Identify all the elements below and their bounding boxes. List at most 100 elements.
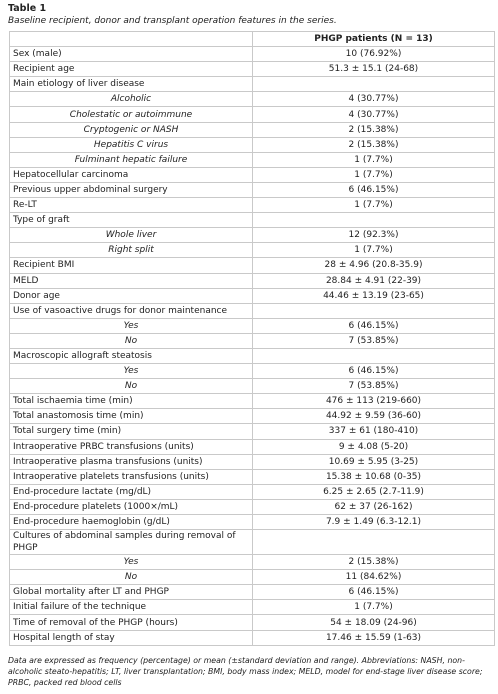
row: Main etiology of liver disease xyxy=(9,76,495,93)
empty-cell xyxy=(252,212,495,229)
row-label: Use of vasoactive drugs for donor mainte… xyxy=(9,302,253,319)
row-value: 6 (46.15%) xyxy=(252,181,495,199)
row-value: 54 ± 18.09 (24-96) xyxy=(252,614,495,631)
row-label: Yes xyxy=(9,317,253,334)
row-value: 1 (7.7%) xyxy=(252,242,495,259)
row-label: Main etiology of liver disease xyxy=(9,76,253,93)
table: PHGP patients (N = 13) Sex (male) 10 (76.… xyxy=(9,30,495,646)
empty-cell xyxy=(252,302,495,319)
sub-row: Alcoholic 4 (30.77%) xyxy=(9,91,495,108)
row: MELD 28.84 ± 4.91 (22-39) xyxy=(9,272,495,289)
sub-row: Right split 1 (7.7%) xyxy=(9,242,495,259)
row-value: 9 ± 4.08 (5-20) xyxy=(252,438,495,455)
row: Use of vasoactive drugs for donor mainte… xyxy=(9,302,495,319)
row-value: 1 (7.7%) xyxy=(252,166,495,183)
sub-row: Whole liver 12 (92.3%) xyxy=(9,227,495,244)
row-value: 44.46 ± 13.19 (23-65) xyxy=(252,287,495,304)
row: End-procedure haemoglobin (g/dL) 7.9 ± 1.… xyxy=(9,513,495,531)
row-label: Global mortality after LT and PHGP xyxy=(9,584,253,601)
row-value: 15.38 ± 10.68 (0-35) xyxy=(252,468,495,485)
row: Donor age 44.46 ± 13.19 (23-65) xyxy=(9,287,495,304)
row-label: MELD xyxy=(9,272,253,289)
empty-cell xyxy=(252,347,495,365)
row-value: 1 (7.7%) xyxy=(252,197,495,214)
row: Intraoperative plasma transfusions (unit… xyxy=(9,453,495,470)
sub-row: Yes 6 (46.15%) xyxy=(9,363,495,380)
row-value: 6 (46.15%) xyxy=(252,584,495,601)
header-cell xyxy=(9,30,253,48)
sub-row: No 7 (53.85%) xyxy=(9,332,495,349)
sub-row: Fulminant hepatic failure 1 (7.7%) xyxy=(9,151,495,168)
row-label: Previous upper abdominal surgery xyxy=(9,181,253,199)
row-label: Time of removal of the PHGP (hours) xyxy=(9,614,253,631)
row-label: Sex (male) xyxy=(9,46,253,63)
row-value: 6.25 ± 2.65 (2.7-11.9) xyxy=(252,483,495,500)
row-label: Recipient BMI xyxy=(9,257,253,274)
row: Global mortality after LT and PHGP 6 (46.… xyxy=(9,584,495,601)
row: Hepatocellular carcinoma 1 (7.7%) xyxy=(9,166,495,183)
row-label: Intraoperative platelets transfusions (u… xyxy=(9,468,253,485)
row-label: Recipient age xyxy=(9,61,253,78)
row: Recipient age 51.3 ± 15.1 (24-68) xyxy=(9,61,495,78)
row-value: 51.3 ± 15.1 (24-68) xyxy=(252,61,495,78)
sub-row: Hepatitis C virus 2 (15.38%) xyxy=(9,136,495,153)
row-label: Hospital length of stay xyxy=(9,629,253,646)
row-label: No xyxy=(9,378,253,395)
sub-row: Yes 2 (15.38%) xyxy=(9,554,495,571)
row-label: Total ischaemia time (min) xyxy=(9,393,253,410)
row-label: Whole liver xyxy=(9,227,253,244)
row-value: 17.46 ± 15.59 (1-63) xyxy=(252,629,495,646)
sub-row: No 11 (84.62%) xyxy=(9,569,495,586)
row-value: 28 ± 4.96 (20.8-35.9) xyxy=(252,257,495,274)
row-label: No xyxy=(9,332,253,349)
row-value: 337 ± 61 (180-410) xyxy=(252,423,495,440)
empty-cell xyxy=(252,529,495,556)
row-label: End-procedure lactate (mg/dL) xyxy=(9,483,253,500)
row-value: 1 (7.7%) xyxy=(252,599,495,616)
row-value: 4 (30.77%) xyxy=(252,106,495,123)
row-label: Fulminant hepatic failure xyxy=(9,151,253,168)
row-label: Intraoperative plasma transfusions (unit… xyxy=(9,453,253,470)
row-label: Cholestatic or autoimmune xyxy=(9,106,253,123)
row: Macroscopic allograft steatosis xyxy=(9,347,495,365)
row: Sex (male) 10 (76.92%) xyxy=(9,46,495,63)
row-value: 1 (7.7%) xyxy=(252,151,495,168)
row-value: 10 (76.92%) xyxy=(252,46,495,63)
row-value: 12 (92.3%) xyxy=(252,227,495,244)
row-value: 7.9 ± 1.49 (6.3-12.1) xyxy=(252,513,495,531)
row: Recipient BMI 28 ± 4.96 (20.8-35.9) xyxy=(9,257,495,274)
header-row: PHGP patients (N = 13) xyxy=(9,30,495,48)
row: Total anastomosis time (min) 44.92 ± 9.59… xyxy=(9,408,495,425)
row-value: 6 (46.15%) xyxy=(252,317,495,334)
row-label: Yes xyxy=(9,554,253,571)
header-cell: PHGP patients (N = 13) xyxy=(252,30,495,48)
row: Initial failure of the technique 1 (7.7%) xyxy=(9,599,495,616)
row: Time of removal of the PHGP (hours) 54 ± … xyxy=(9,614,495,631)
table-label: Table 1 xyxy=(8,3,47,14)
row-label: End-procedure platelets (1000×/mL) xyxy=(9,498,253,516)
row-label: Hepatocellular carcinoma xyxy=(9,166,253,183)
row-label: No xyxy=(9,569,253,586)
footnote: Data are expressed as frequency (percent… xyxy=(8,656,483,687)
row-label: Cultures of abdominal samples during rem… xyxy=(9,529,253,556)
row: Intraoperative PRBC transfusions (units)… xyxy=(9,438,495,455)
row-label: Total anastomosis time (min) xyxy=(9,408,253,425)
row: Type of graft xyxy=(9,212,495,229)
row: Re-LT 1 (7.7%) xyxy=(9,197,495,214)
sub-row: Cryptogenic or NASH 2 (15.38%) xyxy=(9,121,495,138)
row-value: 10.69 ± 5.95 (3-25) xyxy=(252,453,495,470)
row: Intraoperative platelets transfusions (u… xyxy=(9,468,495,485)
row-label: Alcoholic xyxy=(9,91,253,108)
row-label: Initial failure of the technique xyxy=(9,599,253,616)
table-caption: Baseline recipient, donor and transplant… xyxy=(8,16,337,26)
row: Hospital length of stay 17.46 ± 15.59 (1-… xyxy=(9,629,495,646)
row-value: 2 (15.38%) xyxy=(252,554,495,571)
row-value: 476 ± 113 (219-660) xyxy=(252,393,495,410)
sub-row: Cholestatic or autoimmune 4 (30.77%) xyxy=(9,106,495,123)
row-label: Hepatitis C virus xyxy=(9,136,253,153)
row: End-procedure platelets (1000×/mL) 62 ± 3… xyxy=(9,498,495,516)
table-body: Sex (male) 10 (76.92%) Recipient age 51.3 ±… xyxy=(9,46,495,646)
sub-row: No 7 (53.85%) xyxy=(9,378,495,395)
row-label: Yes xyxy=(9,363,253,380)
